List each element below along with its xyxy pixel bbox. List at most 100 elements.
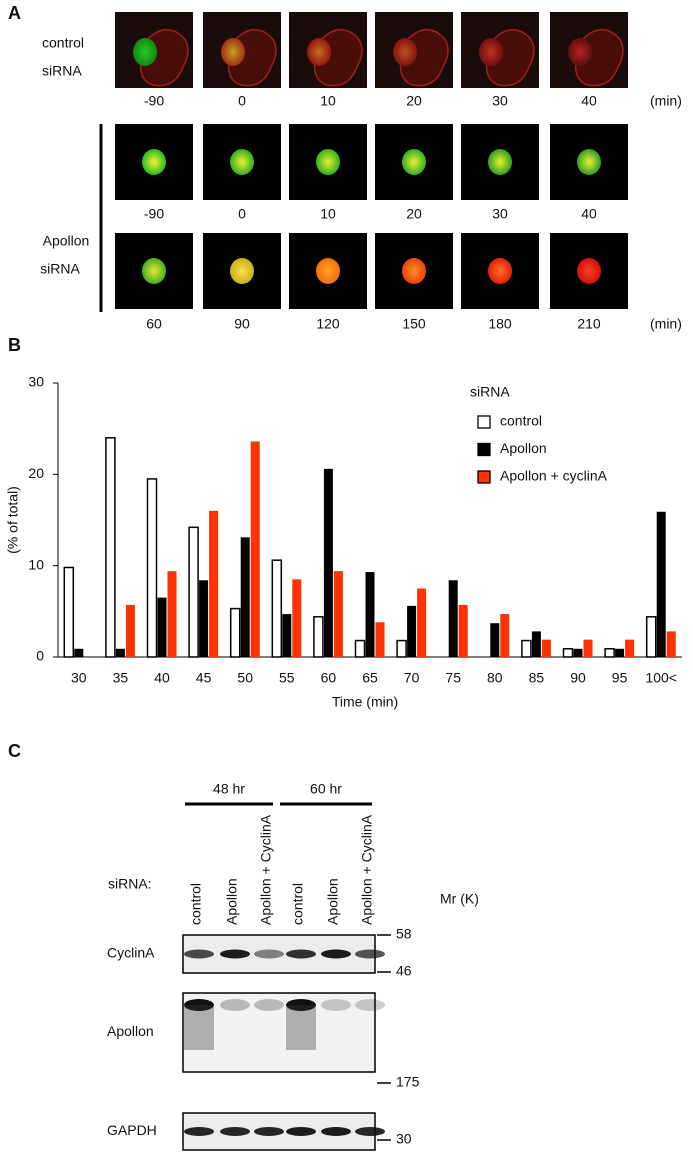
nucleus [568, 38, 592, 66]
bar [625, 639, 635, 657]
bar [656, 511, 666, 657]
smear [286, 1005, 316, 1050]
band [184, 1127, 214, 1136]
bar [583, 639, 593, 657]
bar [396, 639, 407, 658]
y-tick-label: 0 [36, 648, 44, 664]
bar [167, 571, 177, 657]
x-tick-label: 55 [279, 670, 295, 686]
nucleus [577, 258, 601, 284]
nucleus [142, 258, 166, 284]
bar [250, 441, 260, 657]
x-tick-label: 50 [237, 670, 253, 686]
nucleus [393, 38, 417, 66]
row-header: siRNA: [108, 876, 152, 892]
bar [333, 571, 343, 657]
bar [500, 614, 510, 657]
band [254, 1127, 284, 1136]
nucleus [402, 149, 426, 175]
lane-label: Apollon + CyclinA [258, 814, 274, 925]
time-label: 210 [577, 316, 601, 332]
band [321, 999, 351, 1011]
bar [199, 580, 209, 657]
bar [271, 559, 283, 658]
legend-swatch [477, 442, 491, 457]
band [355, 949, 385, 959]
time-label: 40 [581, 93, 597, 109]
time-label: 30 [492, 206, 508, 222]
bar [74, 648, 84, 657]
bar [240, 537, 250, 657]
bar [105, 437, 116, 658]
legend-label: Apollon + cyclinA [500, 468, 608, 484]
x-tick-label: 100< [645, 670, 677, 686]
x-tick-label: 45 [196, 670, 212, 686]
band [286, 999, 316, 1011]
bar [292, 579, 302, 657]
band [321, 949, 351, 959]
x-tick-label: 70 [404, 670, 420, 686]
bar [313, 616, 324, 658]
bar [604, 648, 615, 658]
bar [448, 580, 458, 657]
nucleus [230, 258, 254, 284]
band [184, 949, 214, 959]
time-label: -90 [144, 93, 164, 109]
bar [490, 623, 500, 657]
nucleus [488, 149, 512, 175]
y-tick-label: 30 [28, 374, 44, 390]
unit-label: (min) [650, 316, 682, 332]
bar [115, 648, 125, 657]
y-tick-label: 20 [28, 465, 44, 481]
smear [184, 1005, 214, 1050]
nucleus [142, 149, 166, 175]
panel-label: A [8, 3, 21, 23]
bar [531, 631, 541, 657]
band [254, 999, 284, 1011]
unit-label: (min) [650, 93, 682, 109]
marker-label: 30 [396, 1131, 412, 1147]
band [184, 999, 214, 1011]
nucleus [402, 258, 426, 284]
time-label: -90 [144, 206, 164, 222]
lane-label: Apollon [325, 878, 341, 925]
nucleus [316, 149, 340, 175]
panel-label: C [8, 741, 21, 761]
x-tick-label: 60 [321, 670, 337, 686]
bar [375, 622, 385, 657]
row-label: siRNA [42, 63, 82, 79]
bar [354, 639, 366, 658]
x-tick-label: 65 [362, 670, 378, 686]
bar [573, 648, 583, 657]
x-tick-label: 35 [113, 670, 129, 686]
row-label: siRNA [40, 261, 80, 277]
lane-label: Apollon + CyclinA [359, 814, 375, 925]
x-axis-label: Time (min) [332, 694, 398, 710]
bar [417, 588, 427, 657]
group-label: 60 hr [310, 781, 342, 797]
bar [323, 468, 333, 657]
x-tick-label: 80 [487, 670, 503, 686]
blot-label: GAPDH [107, 1122, 157, 1138]
legend-swatch [477, 415, 491, 429]
blot [182, 992, 376, 1073]
lane-label: Apollon [224, 878, 240, 925]
time-label: 150 [402, 316, 426, 332]
bar [407, 605, 417, 657]
nucleus [479, 38, 503, 66]
blot-label: CyclinA [107, 945, 155, 961]
bar [188, 526, 199, 658]
bar [146, 478, 158, 658]
nucleus [577, 149, 601, 175]
bar [365, 572, 375, 657]
band [286, 949, 316, 959]
marker-label: 175 [396, 1074, 420, 1090]
time-label: 90 [234, 316, 250, 332]
legend-title: siRNA [470, 384, 510, 400]
time-label: 0 [238, 206, 246, 222]
nucleus [133, 38, 157, 66]
band [220, 999, 250, 1011]
band [254, 949, 284, 959]
